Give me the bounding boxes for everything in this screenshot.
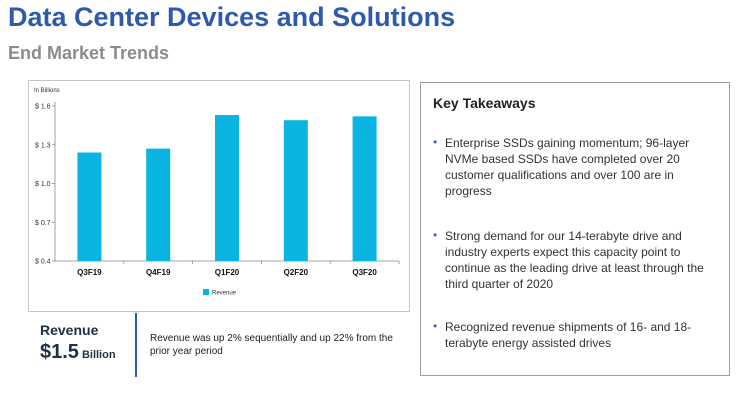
- revenue-label: Revenue: [40, 322, 99, 338]
- revenue-summary: Revenue $1.5 Billion: [40, 322, 150, 364]
- page-title: Data Center Devices and Solutions: [8, 2, 456, 32]
- x-tick-label: Q4F19: [146, 268, 171, 277]
- revenue-value: $1.5: [40, 341, 79, 363]
- takeaway-item: • Strong demand for our 14-terabyte driv…: [433, 228, 723, 292]
- y-tick-label: $ 0.4: [35, 259, 51, 266]
- bar-q1f20: [215, 115, 239, 261]
- y-tick-label: $ 0.7: [35, 220, 51, 227]
- x-tick-label: Q2F20: [284, 268, 309, 277]
- x-tick-label: Q1F20: [215, 268, 240, 277]
- y-tick-label: $ 1.0: [35, 181, 51, 188]
- bar-q4f19: [146, 148, 171, 261]
- y-axis-title: In Billions: [34, 88, 60, 94]
- revenue-description: Revenue was up 2% sequentially and up 22…: [150, 333, 393, 357]
- revenue-unit: Billion: [81, 349, 116, 361]
- takeaway-text: Recognized revenue shipments of 16- and …: [445, 320, 692, 350]
- bullet-dot-icon: •: [433, 228, 438, 242]
- y-tick-label: $ 1.6: [35, 104, 51, 111]
- bullet-dot-icon: •: [433, 319, 438, 333]
- takeaway-text: Strong demand for our 14-terabyte drive …: [445, 229, 704, 291]
- bullet-dot-icon: •: [433, 135, 438, 149]
- bar-q3f20: [352, 116, 377, 261]
- key-takeaways-panel: Key Takeaways • Enterprise SSDs gaining …: [420, 82, 730, 376]
- legend-label: Revenue: [212, 291, 237, 297]
- revenue-divider: [135, 313, 137, 377]
- x-tick-label: Q3F20: [352, 268, 377, 277]
- revenue-chart-svg: In Billions $ 0.4 $ 0.7 $ 1.0 $ 1.3 $ 1.6 Q3F1…: [34, 88, 400, 297]
- legend-swatch: [203, 289, 209, 295]
- page-subtitle: End Market Trends: [8, 43, 170, 63]
- takeaway-item: • Enterprise SSDs gaining momentum; 96-l…: [433, 135, 723, 199]
- takeaway-text: Enterprise SSDs gaining momentum; 96-lay…: [445, 136, 690, 198]
- y-tick-label: $ 1.3: [35, 142, 51, 149]
- x-tick-label: Q3F19: [77, 268, 102, 277]
- bar-q3f19: [77, 152, 102, 261]
- bar-q2f20: [283, 120, 308, 261]
- key-takeaways-title: Key Takeaways: [433, 95, 536, 111]
- takeaway-item: • Recognized revenue shipments of 16- an…: [433, 319, 723, 351]
- revenue-value-line: $1.5 Billion: [40, 341, 150, 364]
- revenue-chart: In Billions $ 0.4 $ 0.7 $ 1.0 $ 1.3 $ 1.6 Q3F1…: [28, 80, 410, 312]
